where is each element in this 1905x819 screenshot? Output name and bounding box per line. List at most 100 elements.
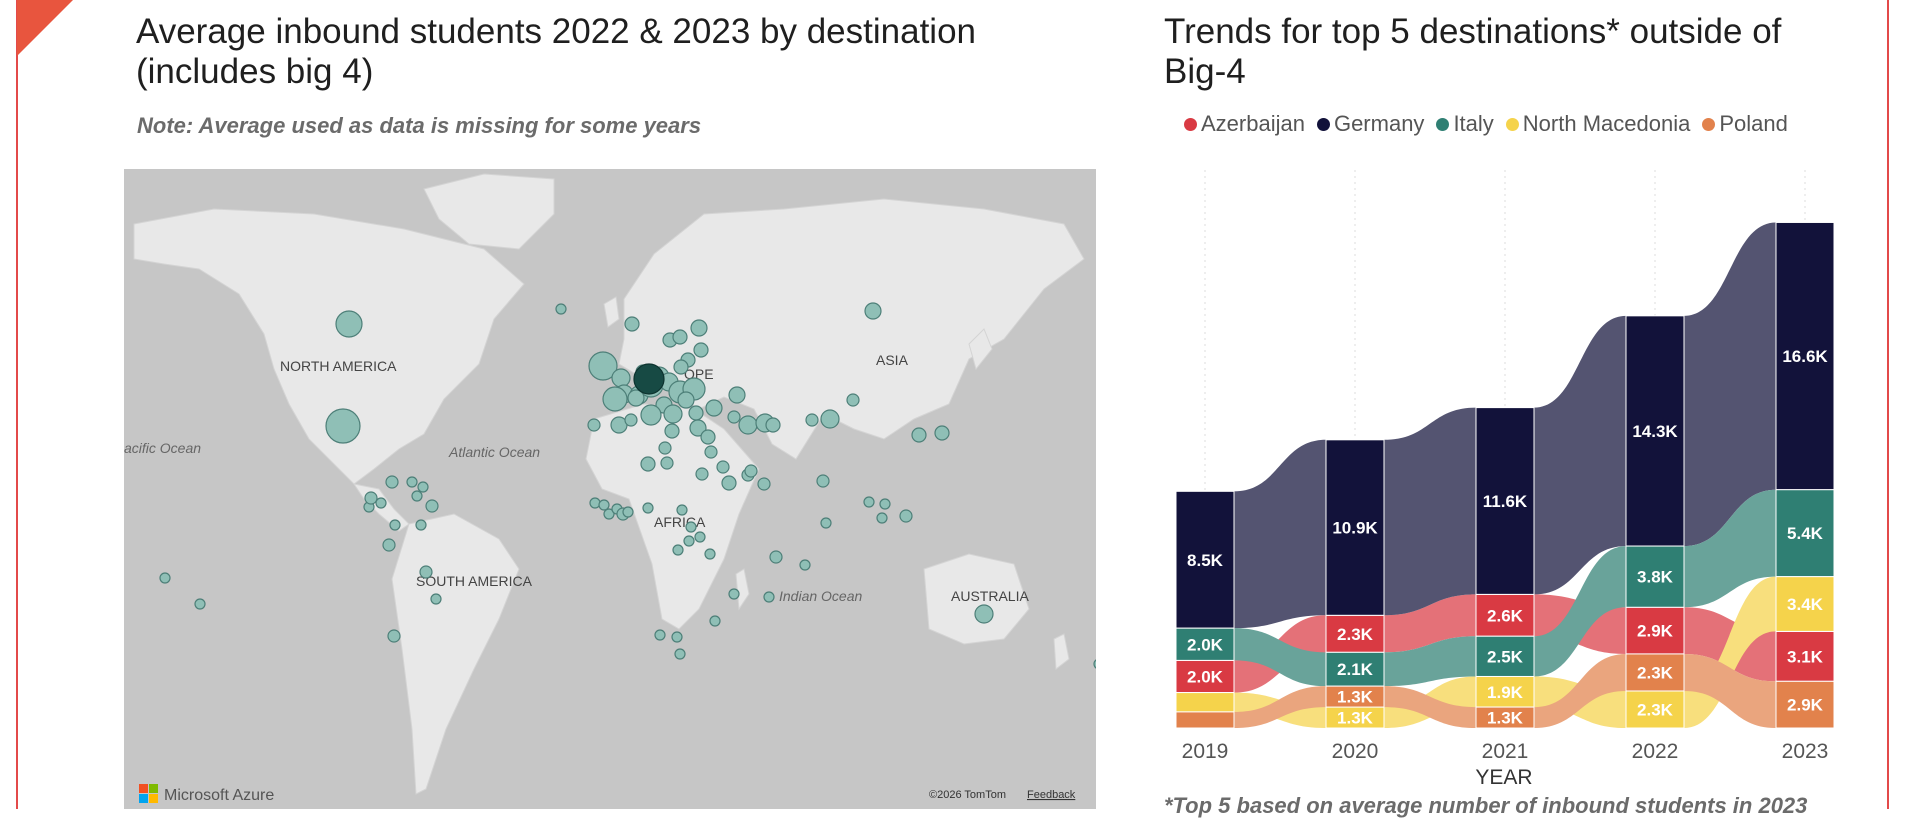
bar-germany-2019[interactable]	[1175, 490, 1235, 629]
chart-legend[interactable]: Azerbaijan Germany Italy North Macedonia Pol…	[1184, 111, 1788, 137]
bubble-19[interactable]	[677, 391, 695, 409]
bubble-85[interactable]	[863, 496, 875, 508]
bubble-22[interactable]	[728, 386, 746, 404]
bubble-35[interactable]	[689, 419, 707, 437]
bubble-78[interactable]	[704, 548, 716, 560]
bubble-25[interactable]	[673, 359, 689, 375]
bubble-92[interactable]	[709, 615, 721, 627]
bubble-33[interactable]	[658, 441, 672, 455]
bubble-64[interactable]	[415, 519, 427, 531]
bubble-3[interactable]	[864, 302, 882, 320]
bubble-20[interactable]	[688, 405, 704, 421]
bubble-36[interactable]	[700, 429, 716, 445]
ribbon-poland-1[interactable]	[1384, 686, 1476, 728]
bubble-41[interactable]	[805, 413, 819, 427]
bubble-46[interactable]	[704, 445, 718, 459]
bubble-98[interactable]	[1093, 659, 1096, 669]
map-feedback-link[interactable]: Feedback	[1027, 789, 1076, 801]
ribbon-germany-1[interactable]	[1384, 407, 1476, 616]
bubble-93[interactable]	[654, 629, 666, 641]
bar-azerbaijan-2022[interactable]	[1625, 606, 1685, 655]
bubble-90[interactable]	[763, 591, 775, 603]
legend-item-germany[interactable]: Germany	[1316, 111, 1424, 137]
bubble-82[interactable]	[694, 531, 706, 543]
bubble-75[interactable]	[622, 506, 634, 518]
bubble-77[interactable]	[676, 504, 688, 516]
bubble-47[interactable]	[716, 460, 730, 474]
bubble-42[interactable]	[820, 409, 840, 429]
bubble-17[interactable]	[602, 386, 628, 412]
bubble-72[interactable]	[603, 508, 615, 520]
bubble-91[interactable]	[728, 588, 740, 600]
bubble-55[interactable]	[640, 456, 656, 472]
ribbon-italy-3[interactable]	[1684, 489, 1776, 608]
bubble-94[interactable]	[671, 631, 683, 643]
bubble-5[interactable]	[611, 368, 631, 388]
bubble-95[interactable]	[674, 648, 686, 660]
bubble-29[interactable]	[624, 316, 640, 332]
bubble-38[interactable]	[738, 415, 758, 435]
bubble-60[interactable]	[406, 476, 418, 488]
bubble-62[interactable]	[411, 490, 423, 502]
bubble-61[interactable]	[417, 481, 429, 493]
bar-italy-2020[interactable]	[1325, 651, 1385, 687]
ribbon-germany-0[interactable]	[1234, 439, 1326, 629]
bubble-4[interactable]	[588, 351, 618, 381]
ribbon-germany-3[interactable]	[1684, 222, 1776, 547]
bubble-96[interactable]	[974, 604, 994, 624]
ribbon-italy-2[interactable]	[1534, 546, 1626, 677]
ribbon-germany-2[interactable]	[1534, 315, 1626, 595]
bubble-53[interactable]	[695, 467, 709, 481]
bubble-88[interactable]	[876, 512, 888, 524]
bubble-86[interactable]	[879, 498, 891, 510]
bubble-32[interactable]	[624, 413, 638, 427]
bubble-79[interactable]	[672, 544, 684, 556]
bubble-57[interactable]	[364, 491, 378, 505]
bubble-30[interactable]	[587, 418, 601, 432]
bubble-21[interactable]	[705, 399, 723, 417]
bar-poland-2023[interactable]	[1775, 680, 1835, 729]
bubble-37[interactable]	[727, 410, 741, 424]
bubble-67[interactable]	[419, 565, 433, 579]
ribbon-italy-0[interactable]	[1234, 628, 1326, 687]
bubble-59[interactable]	[385, 475, 399, 489]
bubble-map[interactable]: NORTH AMERICA ASIA AFRICA SOUTH AMERICA …	[124, 169, 1096, 809]
bar-poland-2021[interactable]	[1475, 706, 1535, 729]
bubble-51[interactable]	[757, 477, 771, 491]
bar-germany-2020[interactable]	[1325, 439, 1385, 616]
bubble-83[interactable]	[769, 550, 783, 564]
bubble-layer[interactable]	[159, 302, 1096, 669]
bubble-48[interactable]	[721, 475, 737, 491]
bubble-24[interactable]	[693, 342, 709, 358]
bubble-50[interactable]	[744, 464, 758, 478]
bubble-69[interactable]	[430, 593, 442, 605]
bar-poland-2022[interactable]	[1625, 653, 1685, 692]
bubble-27[interactable]	[672, 329, 688, 345]
bubble-87[interactable]	[899, 509, 913, 523]
ribbon-poland-3[interactable]	[1684, 653, 1776, 728]
bubble-76[interactable]	[642, 502, 654, 514]
bubble-34[interactable]	[664, 423, 680, 439]
bubble-68[interactable]	[387, 629, 401, 643]
bubble-15[interactable]	[640, 404, 662, 426]
legend-item-italy[interactable]: Italy	[1436, 111, 1494, 137]
bar-italy-2023[interactable]	[1775, 489, 1835, 578]
bar-azerbaijan-2021[interactable]	[1475, 593, 1535, 637]
bubble-2[interactable]	[555, 303, 567, 315]
bubble-66[interactable]	[382, 538, 396, 552]
bubble-99[interactable]	[159, 572, 171, 584]
legend-item-north-macedonia[interactable]: North Macedonia	[1505, 111, 1690, 137]
bar-north-macedonia-2021[interactable]	[1475, 675, 1535, 708]
bubble-65[interactable]	[389, 519, 401, 531]
bar-north-macedonia-2023[interactable]	[1775, 576, 1835, 632]
bubble-63[interactable]	[425, 499, 439, 513]
bar-azerbaijan-2023[interactable]	[1775, 630, 1835, 682]
bubble-45[interactable]	[934, 425, 950, 441]
bubble-52[interactable]	[816, 474, 830, 488]
bubble-40[interactable]	[765, 417, 781, 433]
bubble-89[interactable]	[820, 517, 832, 529]
bubble-16[interactable]	[627, 389, 645, 407]
ribbon-italy-1[interactable]	[1384, 636, 1476, 687]
bar-north-macedonia-2022[interactable]	[1625, 690, 1685, 729]
bar-italy-2019[interactable]	[1175, 627, 1235, 661]
